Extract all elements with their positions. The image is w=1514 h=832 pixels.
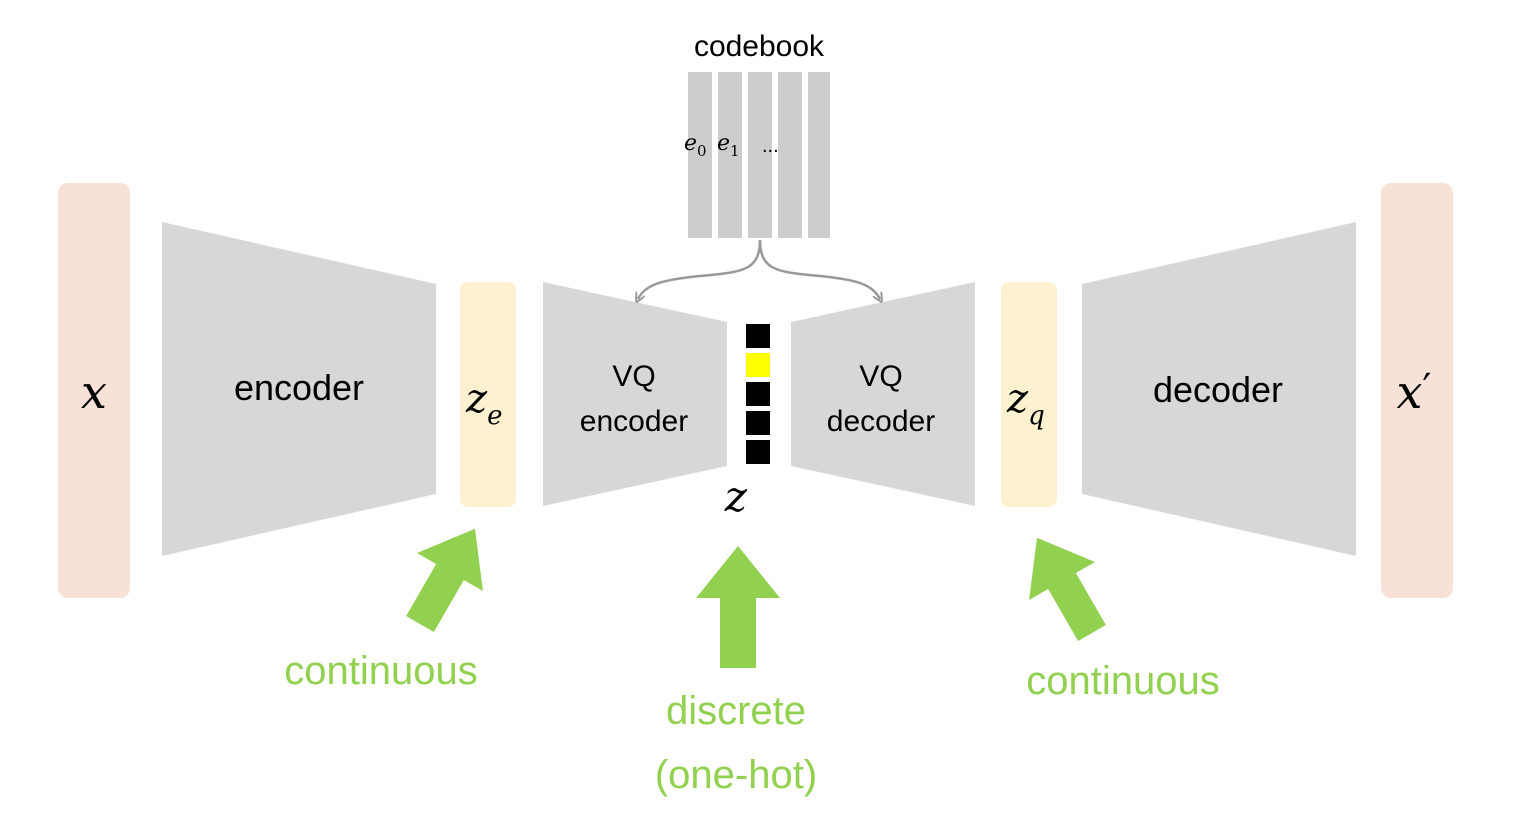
z-slot bbox=[746, 324, 770, 348]
codebook-bars bbox=[688, 72, 830, 238]
vq-decoder-block bbox=[791, 282, 975, 506]
annotation-discrete-line1: discrete bbox=[666, 689, 806, 733]
codebook-bar bbox=[808, 72, 830, 238]
decoder-block bbox=[1082, 222, 1356, 556]
vq-decoder-label-line2: decoder bbox=[827, 405, 935, 438]
vq-encoder-label-line2: encoder bbox=[580, 405, 688, 438]
continuous-right-arrow bbox=[1029, 537, 1106, 641]
codebook-ellipsis: ... bbox=[762, 135, 779, 157]
z-e-block bbox=[460, 282, 516, 507]
z-one-hot-vector bbox=[746, 324, 770, 464]
annotation-discrete-line2: (one-hot) bbox=[655, 753, 817, 797]
codebook-to-vq-decoder-arrow bbox=[758, 239, 880, 299]
codebook-bar bbox=[718, 72, 742, 238]
codebook-title: codebook bbox=[694, 30, 825, 63]
output-symbol: x′ bbox=[1396, 365, 1431, 419]
annotation-continuous-right: continuous bbox=[1026, 659, 1219, 703]
input-block bbox=[58, 183, 130, 598]
vq-encoder-block bbox=[543, 282, 727, 506]
z-slot bbox=[746, 440, 770, 464]
vq-encoder-label-line1: VQ bbox=[612, 360, 655, 393]
continuous-left-arrow bbox=[406, 528, 483, 632]
z-slot-selected bbox=[746, 353, 770, 377]
decoder-label: decoder bbox=[1153, 369, 1283, 410]
codebook-bar bbox=[778, 72, 802, 238]
codebook-bar bbox=[688, 72, 712, 238]
z-e-symbol: ze bbox=[465, 376, 502, 431]
z-q-block bbox=[1001, 282, 1057, 507]
z-slot bbox=[746, 411, 770, 435]
annotation-continuous-left: continuous bbox=[284, 649, 477, 693]
z-slot bbox=[746, 382, 770, 406]
encoder-label: encoder bbox=[234, 367, 364, 408]
input-symbol: x bbox=[81, 365, 107, 419]
discrete-arrow bbox=[696, 546, 780, 668]
codebook-to-vq-encoder-arrow bbox=[638, 239, 762, 299]
z-q-symbol: zq bbox=[1006, 376, 1045, 431]
z-symbol: z bbox=[724, 472, 748, 521]
codebook-entry-0: e0 bbox=[684, 131, 707, 160]
vq-decoder-label-line1: VQ bbox=[859, 360, 902, 393]
codebook-bar bbox=[748, 72, 772, 238]
codebook-entry-1: e1 bbox=[717, 131, 740, 160]
encoder-block bbox=[162, 222, 436, 556]
output-block bbox=[1381, 183, 1453, 598]
